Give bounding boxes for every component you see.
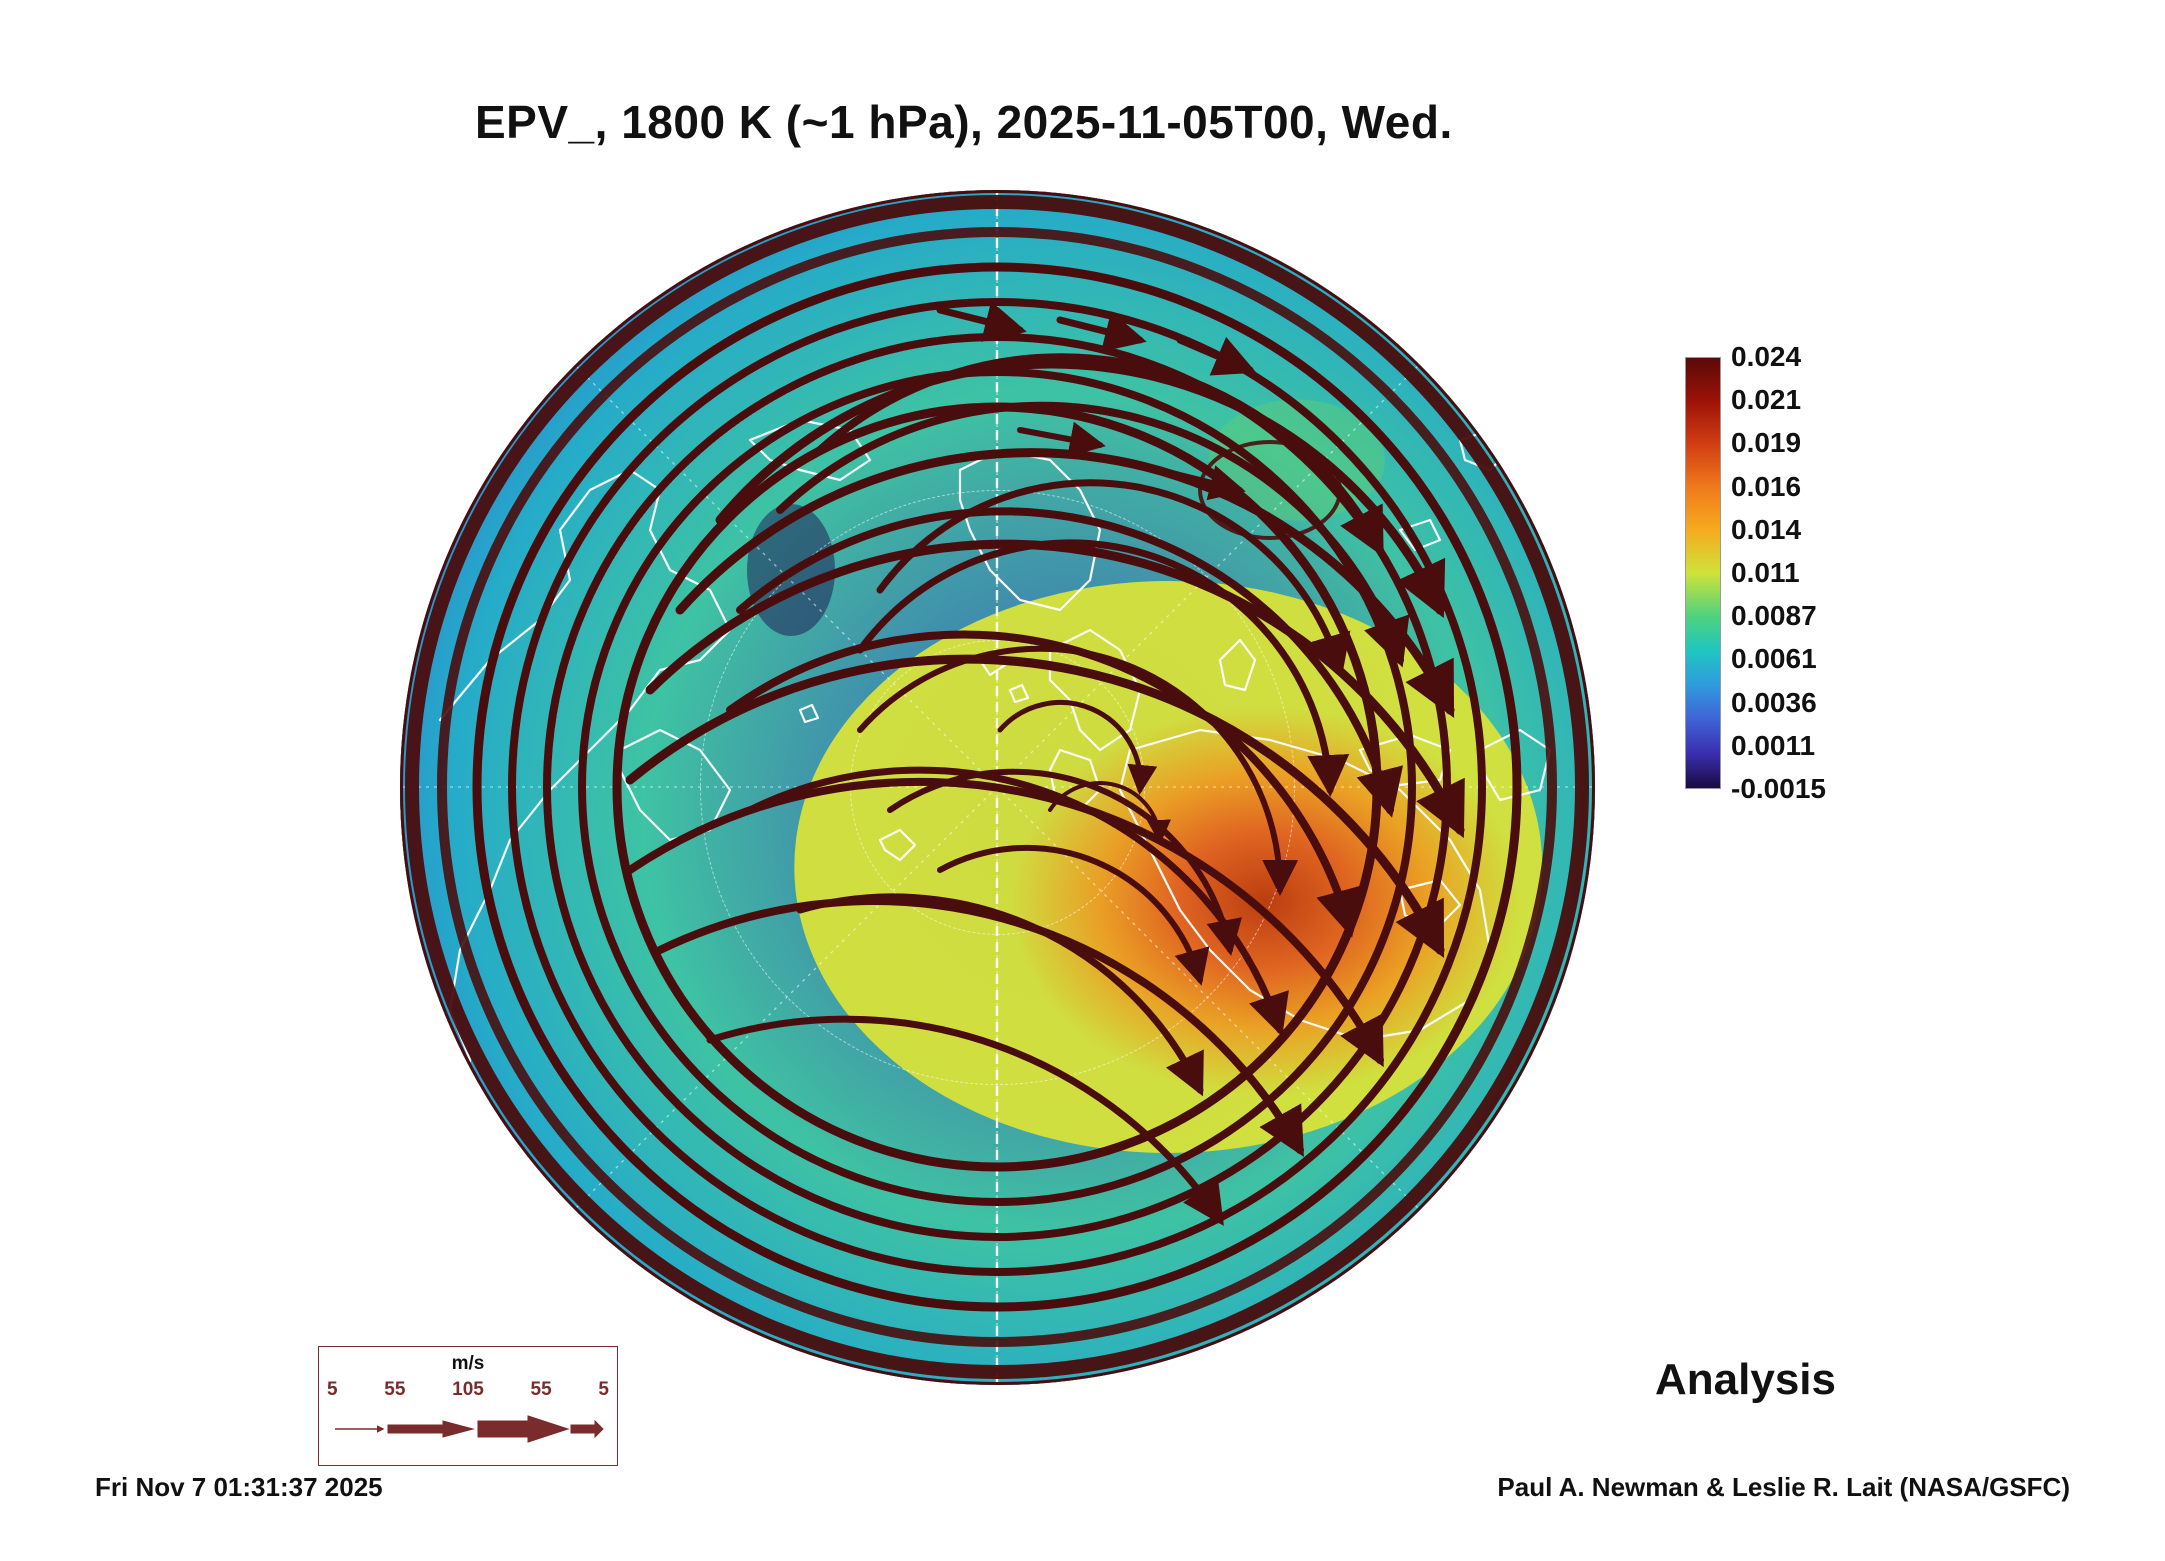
wind-legend-unit: m/s xyxy=(319,1353,617,1375)
cb-tick-10: -0.0015 xyxy=(1731,773,1826,805)
timestamp-label: Fri Nov 7 01:31:37 2025 xyxy=(95,1472,383,1503)
cb-tick-2: 0.019 xyxy=(1731,427,1801,459)
latitude-circle-core xyxy=(850,640,1145,935)
cb-tick-1: 0.021 xyxy=(1731,384,1801,416)
polar-plot xyxy=(400,190,1595,1385)
cb-tick-7: 0.0061 xyxy=(1731,643,1817,675)
cb-tick-5: 0.011 xyxy=(1731,557,1800,589)
cb-tick-8: 0.0036 xyxy=(1731,687,1817,719)
wind-legend-box[interactable]: m/s 5 55 105 55 5 xyxy=(318,1346,618,1466)
analysis-label: Analysis xyxy=(1655,1355,1836,1405)
wind-legend-arrow-glyph xyxy=(333,1415,605,1443)
epv-field-disk[interactable] xyxy=(400,190,1595,1385)
credit-label: Paul A. Newman & Leslie R. Lait (NASA/GS… xyxy=(1497,1472,2070,1503)
cb-tick-0: 0.024 xyxy=(1731,341,1801,373)
cb-tick-4: 0.014 xyxy=(1731,514,1801,546)
wind-legend-ticks: 5 55 105 55 5 xyxy=(319,1379,617,1401)
cb-tick-9: 0.0011 xyxy=(1731,730,1815,762)
colorbar-ticks: 0.024 0.021 0.019 0.016 0.014 0.011 0.00… xyxy=(1685,357,1985,789)
cb-tick-6: 0.0087 xyxy=(1731,600,1817,632)
page-title: EPV_, 1800 K (~1 hPa), 2025-11-05T00, We… xyxy=(475,95,1453,149)
cb-tick-3: 0.016 xyxy=(1731,471,1801,503)
